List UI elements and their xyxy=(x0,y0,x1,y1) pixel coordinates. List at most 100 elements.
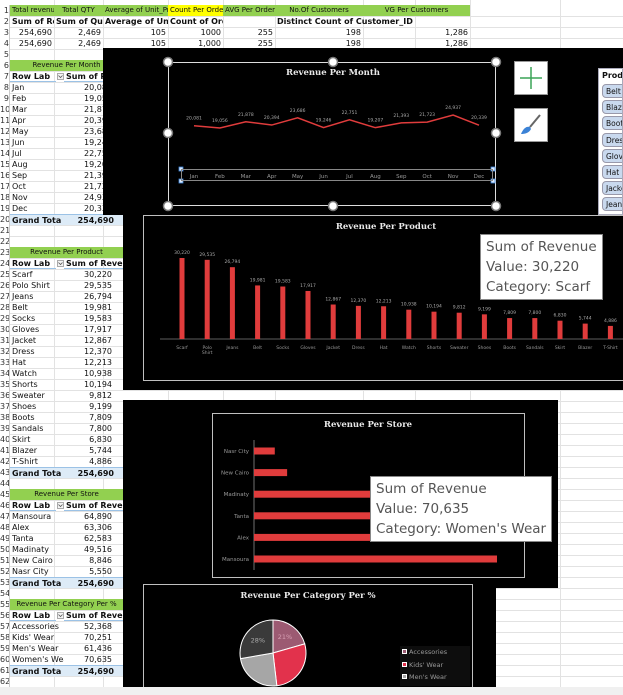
row-header[interactable]: 54 xyxy=(0,587,10,599)
chart-styles-button[interactable] xyxy=(514,108,548,142)
row-header[interactable]: 6 xyxy=(0,59,10,71)
filter-dropdown-icon[interactable] xyxy=(57,611,64,619)
header-cell[interactable]: 105 xyxy=(150,38,166,48)
row-header[interactable]: 44 xyxy=(0,477,10,489)
pivot-row-value[interactable]: 64,890 xyxy=(84,511,112,521)
pivot-row-value[interactable]: 62,583 xyxy=(84,533,112,543)
row-labels-header[interactable]: Row Lab xyxy=(10,258,56,269)
row-header[interactable]: 12 xyxy=(0,125,10,137)
pivot-row-value[interactable]: 19,056 xyxy=(84,93,112,103)
pivot-row-label[interactable]: Jacket xyxy=(12,335,37,345)
bar[interactable] xyxy=(255,285,261,339)
pivot-row-value[interactable]: 19,246 xyxy=(84,137,112,147)
pivot-row-label[interactable]: Hat xyxy=(12,357,27,367)
bar[interactable] xyxy=(507,318,513,339)
row-header[interactable]: 56 xyxy=(0,609,10,621)
slicer-item[interactable]: Belt xyxy=(602,84,622,98)
row-header[interactable]: 27 xyxy=(0,290,10,302)
pivot-row-label[interactable]: Jeans xyxy=(12,291,34,301)
pivot-row-label[interactable]: Dec xyxy=(12,203,28,213)
slicer-item[interactable]: Boots xyxy=(602,116,622,131)
row-labels-header[interactable]: Row Lab xyxy=(10,500,56,511)
pivot-row-label[interactable]: Tanta xyxy=(12,533,34,543)
row-header[interactable]: 24 xyxy=(0,257,10,269)
row-header[interactable]: 62 xyxy=(0,675,10,687)
resize-handle[interactable] xyxy=(162,127,174,139)
filter-dropdown-icon[interactable] xyxy=(57,501,64,509)
resize-handle[interactable] xyxy=(490,56,502,68)
filter-dropdown-icon[interactable] xyxy=(57,259,64,267)
pivot-row-label[interactable]: Accessories xyxy=(12,621,59,631)
row-header[interactable]: 16 xyxy=(0,169,10,181)
row-header[interactable]: 42 xyxy=(0,455,10,467)
header-cell[interactable]: 2,469 xyxy=(78,27,101,37)
row-header[interactable]: 26 xyxy=(0,279,10,291)
row-header[interactable]: 50 xyxy=(0,543,10,555)
bar[interactable] xyxy=(305,290,311,339)
row-header[interactable]: 33 xyxy=(0,356,10,368)
pivot-row-value[interactable]: 23,686 xyxy=(84,126,112,136)
row-header[interactable]: 29 xyxy=(0,312,10,324)
pivot-row-value[interactable]: 20,394 xyxy=(84,115,112,125)
pivot-row-value[interactable]: 61,436 xyxy=(84,643,112,653)
pivot-row-label[interactable]: Dress xyxy=(12,346,35,356)
bar[interactable] xyxy=(229,267,235,339)
row-header[interactable]: 35 xyxy=(0,378,10,390)
pivot-row-value[interactable]: 4,886 xyxy=(89,456,112,466)
slicer-item[interactable]: Jacket xyxy=(602,181,622,196)
pivot-row-label[interactable]: T-Shirt xyxy=(12,456,38,466)
row-header[interactable]: 57 xyxy=(0,620,10,632)
row-header[interactable]: 45 xyxy=(0,488,10,500)
pivot-row-label[interactable]: Sep xyxy=(12,170,28,180)
pivot-row-value[interactable]: 7,800 xyxy=(89,423,112,433)
header-cell[interactable]: AVG Per Order xyxy=(223,4,275,16)
pivot-row-label[interactable]: Kids' Wear xyxy=(12,632,55,642)
row-labels-header[interactable]: Row Lab xyxy=(10,610,56,621)
resize-handle[interactable] xyxy=(162,200,174,212)
bar[interactable] xyxy=(254,490,440,498)
pivot-row-label[interactable]: Socks xyxy=(12,313,36,323)
bar[interactable] xyxy=(254,447,275,455)
resize-handle[interactable] xyxy=(490,200,502,212)
header-cell[interactable]: 1,286 xyxy=(445,27,468,37)
pivot-row-value[interactable]: 19,583 xyxy=(84,313,112,323)
pivot-row-label[interactable]: Polo Shirt xyxy=(12,280,50,290)
pivot-row-value[interactable]: 21,723 xyxy=(84,181,112,191)
row-header[interactable]: 41 xyxy=(0,444,10,456)
header-cell[interactable]: Distinct Count of Customer_ID xyxy=(277,16,413,26)
bar[interactable] xyxy=(355,305,361,339)
row-header[interactable]: 14 xyxy=(0,147,10,159)
bar[interactable] xyxy=(456,312,462,339)
pivot-row-value[interactable]: 21,393 xyxy=(84,170,112,180)
header-cell[interactable]: 1,286 xyxy=(445,38,468,48)
row-header[interactable]: 61 xyxy=(0,664,10,676)
pivot-row-label[interactable]: Apr xyxy=(12,115,26,125)
row-header[interactable]: 22 xyxy=(0,235,10,247)
header-cell[interactable]: Count Per Order xyxy=(168,4,223,16)
pivot-row-value[interactable]: 5,550 xyxy=(89,566,112,576)
row-header[interactable]: 51 xyxy=(0,554,10,566)
bar[interactable] xyxy=(431,311,437,339)
slicer-item[interactable]: Dress xyxy=(602,132,622,147)
pivot-row-value[interactable]: 12,370 xyxy=(84,346,112,356)
pivot-row-label[interactable]: Nasr City xyxy=(12,566,49,576)
header-cell[interactable]: 1,000 xyxy=(198,38,221,48)
row-header[interactable]: 3 xyxy=(0,26,10,38)
row-header[interactable]: 46 xyxy=(0,499,10,511)
pivot-row-label[interactable]: Scarf xyxy=(12,269,33,279)
header-cell[interactable]: Average of Unit_Pric xyxy=(103,4,168,16)
pivot-row-label[interactable]: Aug xyxy=(12,159,28,169)
pie-slice[interactable] xyxy=(272,619,306,654)
header-cell[interactable]: Total revenue xyxy=(10,4,54,16)
bar[interactable] xyxy=(582,323,588,339)
row-header[interactable]: 43 xyxy=(0,466,10,478)
row-header[interactable]: 47 xyxy=(0,510,10,522)
bar[interactable] xyxy=(381,306,387,339)
header-cell[interactable]: VG Per Customers xyxy=(363,4,470,16)
pivot-row-label[interactable]: Madinaty xyxy=(12,544,49,554)
pivot-row-value[interactable]: 22,751 xyxy=(84,148,112,158)
row-header[interactable]: 39 xyxy=(0,422,10,434)
pivot-row-label[interactable]: Jul xyxy=(12,148,22,158)
row-header[interactable]: 40 xyxy=(0,433,10,445)
resize-handle[interactable] xyxy=(490,127,502,139)
